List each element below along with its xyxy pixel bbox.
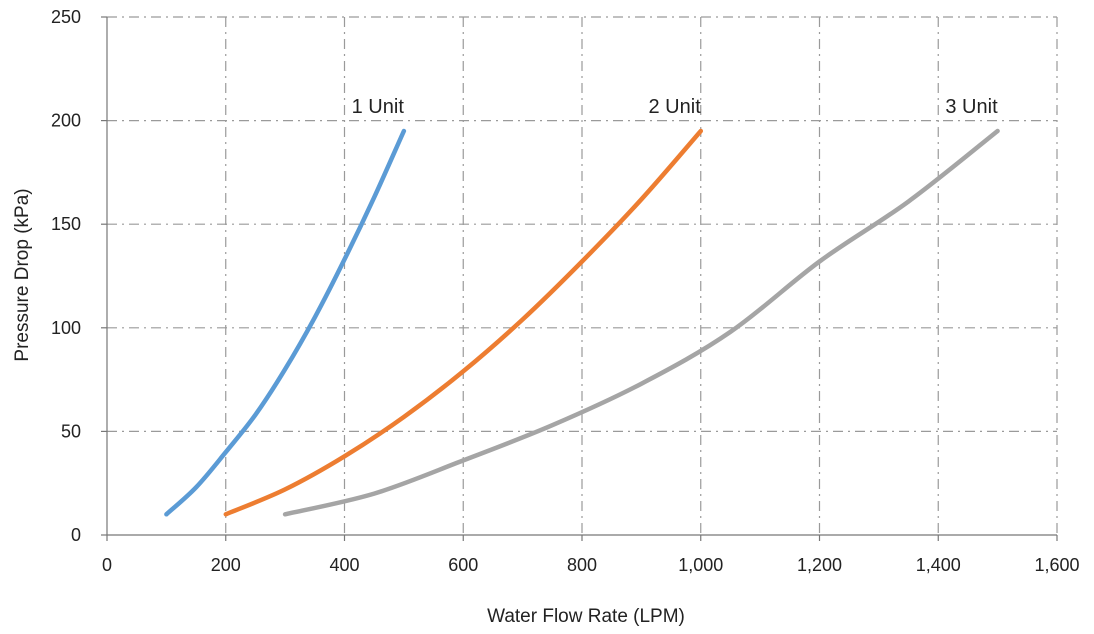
series-layer: 1 Unit 2 Unit 3 Unit (164, 96, 1000, 517)
y-tick-label: 150 (51, 214, 81, 234)
y-tick-label: 100 (51, 318, 81, 338)
x-tick-label: 1,000 (678, 555, 723, 575)
series-label-1-unit: 1 Unit (352, 96, 405, 118)
y-tick-label: 0 (71, 525, 81, 545)
series-label-2-unit: 2 Unit (649, 96, 702, 118)
x-tick-label: 0 (102, 555, 112, 575)
series-line-3-unit (282, 128, 1000, 517)
y-tick-label: 50 (61, 421, 81, 441)
x-tick-label: 1,200 (797, 555, 842, 575)
x-tick-label: 200 (211, 555, 241, 575)
series-line-1-unit (164, 128, 407, 517)
y-tick-label: 200 (51, 111, 81, 131)
x-tick-label: 600 (448, 555, 478, 575)
x-axis-title: Water Flow Rate (LPM) (487, 606, 685, 627)
grid-layer (107, 16, 1058, 535)
tick-label-layer: 0 200 400 600 800 1,000 1,200 1,400 1,600 0 50 100 1… (51, 7, 1080, 575)
axis-layer (101, 16, 1058, 541)
series-label-3-unit: 3 Unit (945, 96, 998, 118)
y-axis-title: Pressure Drop (kPa) (12, 188, 33, 361)
series-line-2-unit (223, 128, 704, 517)
x-tick-label: 800 (567, 555, 597, 575)
x-tick-label: 1,600 (1034, 555, 1079, 575)
x-tick-label: 400 (329, 555, 359, 575)
y-tick-label: 250 (51, 7, 81, 27)
x-tick-label: 1,400 (916, 555, 961, 575)
